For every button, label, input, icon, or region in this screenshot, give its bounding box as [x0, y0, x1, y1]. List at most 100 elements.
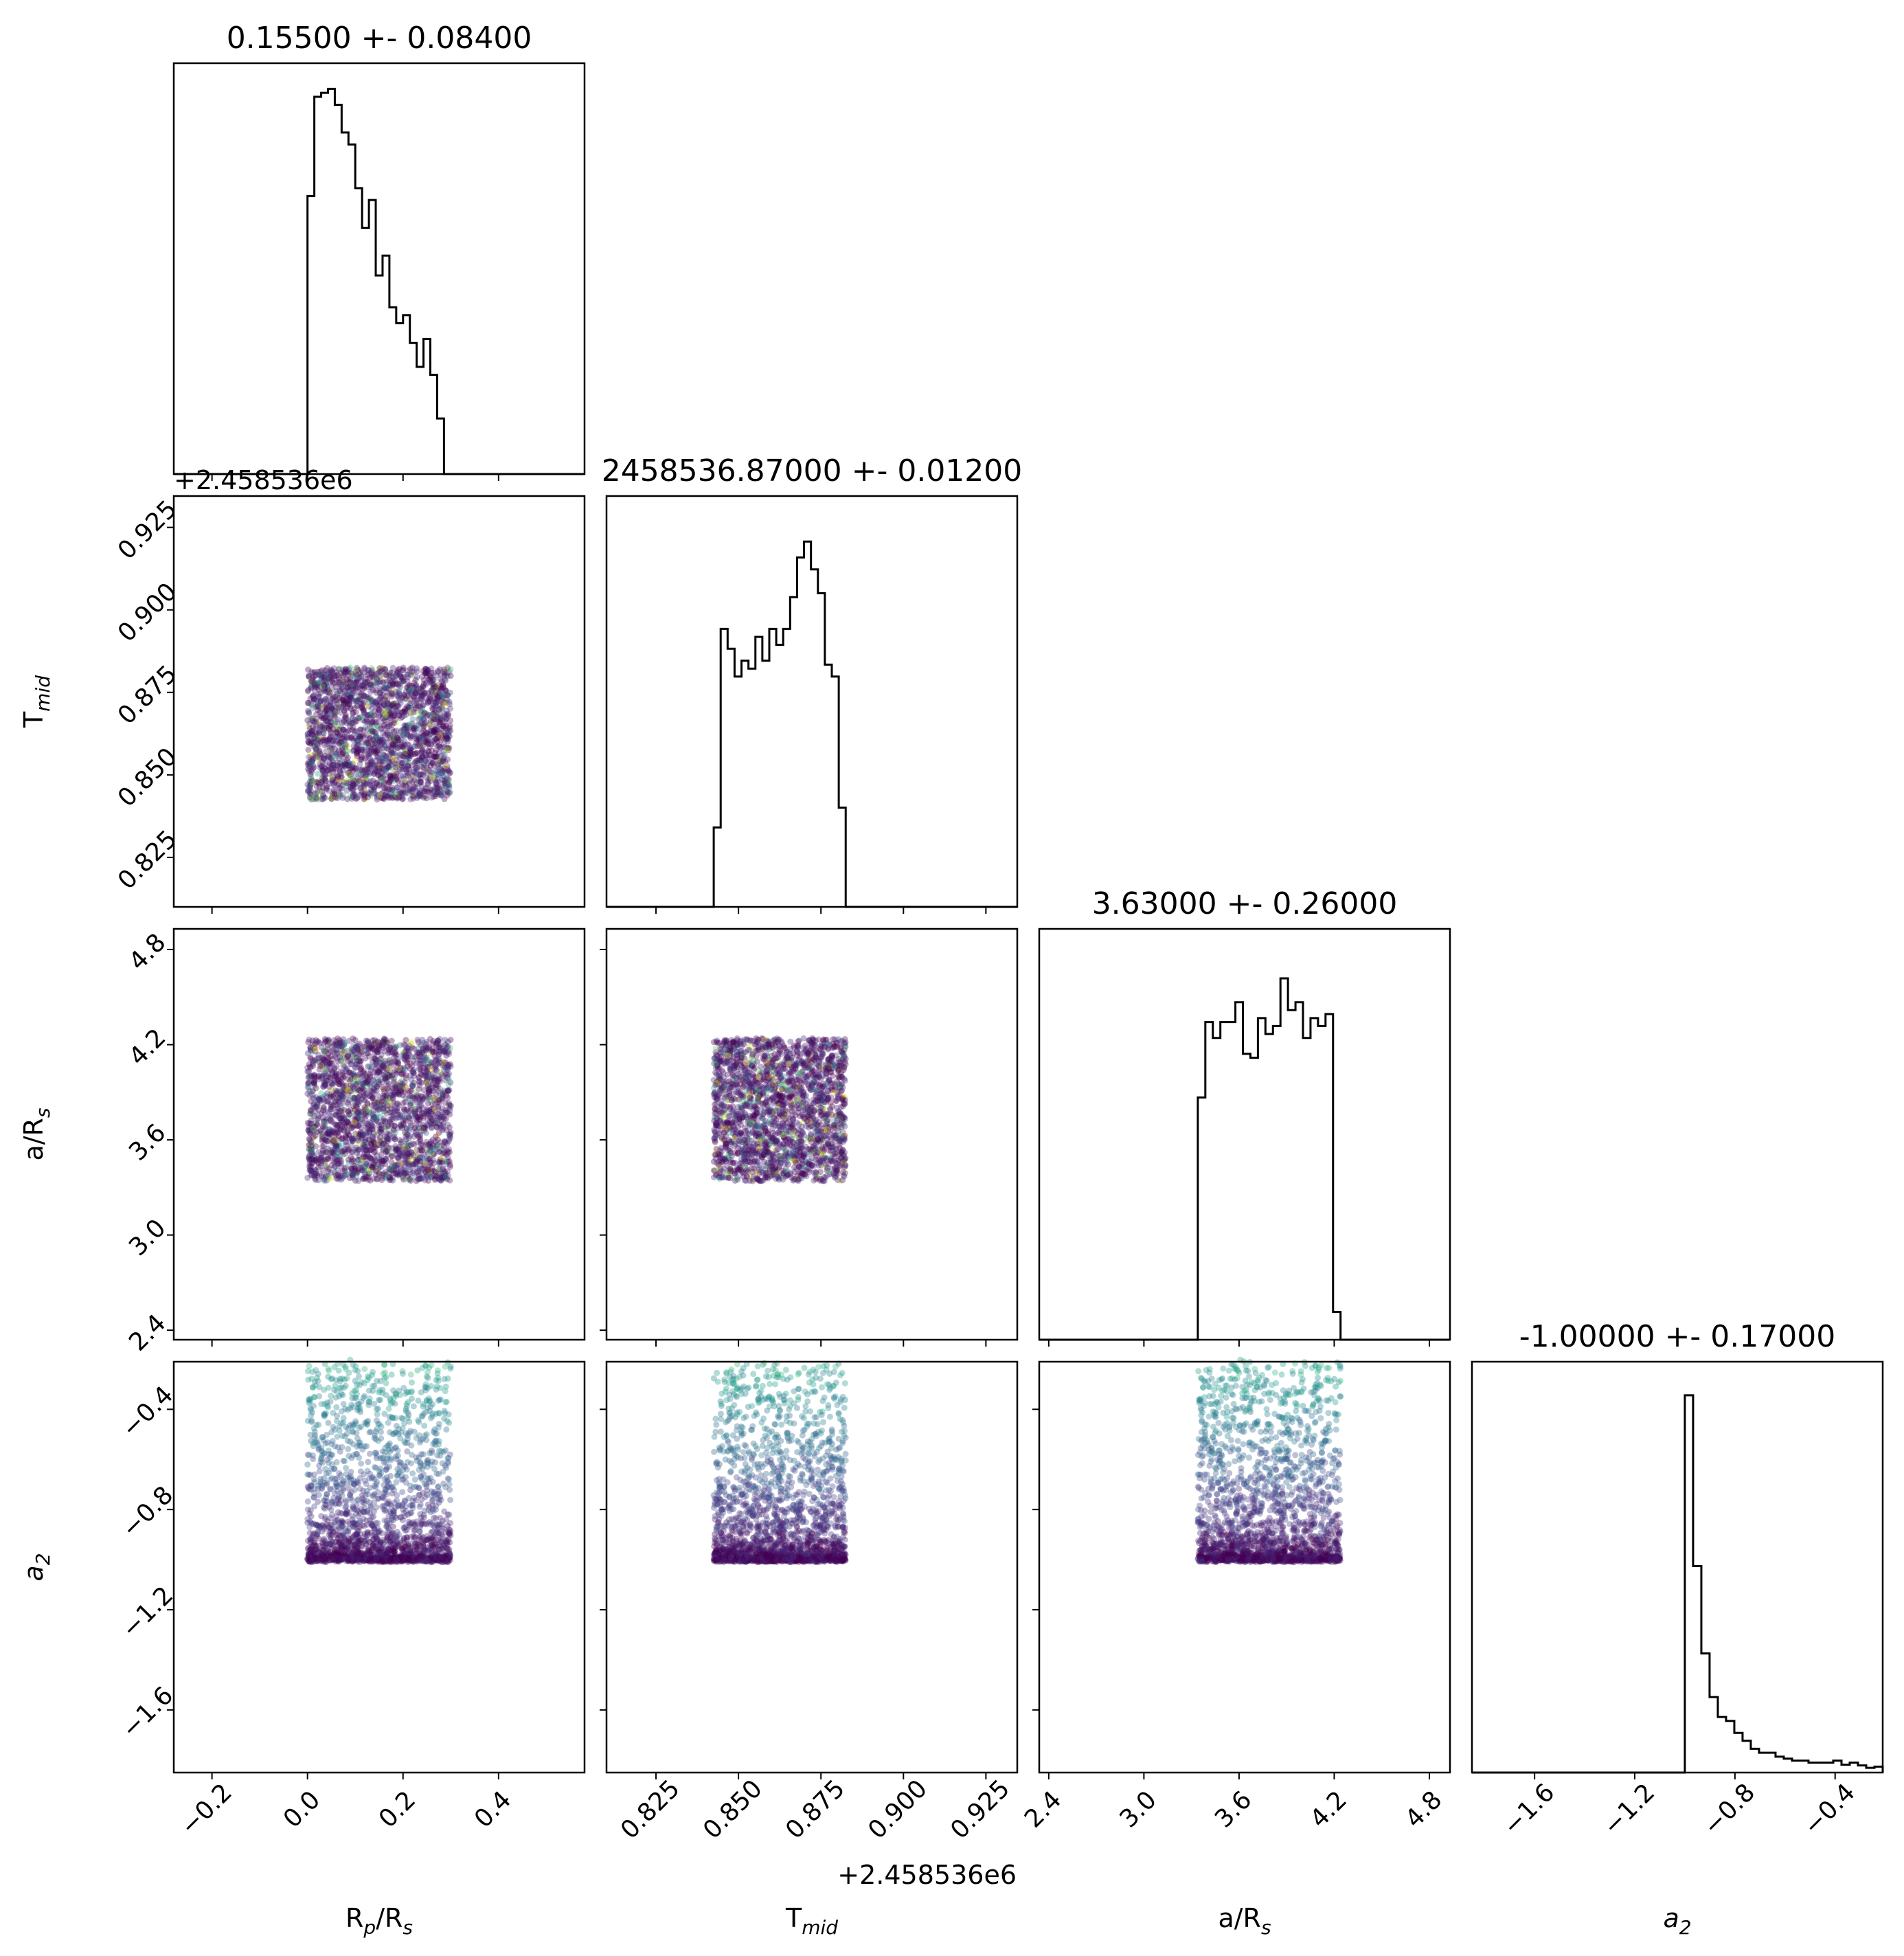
scatter-point [417, 1066, 424, 1072]
scatter-point [319, 793, 326, 799]
scatter-point [429, 774, 435, 781]
scatter-point [328, 1048, 335, 1055]
scatter-point [399, 732, 406, 739]
scatter-point [365, 1039, 372, 1046]
scatter-point [365, 744, 372, 751]
scatter-point [330, 679, 337, 686]
scatter-point [324, 1138, 331, 1145]
scatter-point [420, 1039, 427, 1046]
scatter-point [309, 1037, 316, 1044]
scatter-point [337, 676, 343, 683]
scatter-point [378, 687, 385, 694]
scatter-point [327, 1116, 334, 1123]
scatter-point [395, 694, 402, 701]
scatter-point [403, 711, 409, 718]
scatter-point [356, 733, 363, 740]
scatter-point [408, 1077, 415, 1083]
scatter-point [347, 1106, 354, 1113]
scatter-point [350, 688, 356, 695]
scatter-point [398, 756, 405, 763]
scatter-point [339, 1135, 346, 1141]
y-tick-label: 4.2 [124, 1024, 171, 1071]
scatter-point [334, 693, 341, 699]
scatter-point [345, 1131, 352, 1138]
scatter-point [418, 754, 425, 761]
scatter-point [372, 1157, 379, 1164]
scatter-point [334, 700, 340, 707]
scatter-point [407, 733, 413, 740]
scatter-point [310, 1058, 317, 1065]
scatter-point [420, 1127, 427, 1134]
scatter-point [363, 719, 370, 726]
scatter-point [413, 769, 420, 776]
scatter-point [355, 747, 362, 754]
scatter-point [445, 1075, 452, 1082]
scatter-point [347, 784, 354, 791]
scatter-point [372, 733, 379, 740]
scatter-point [340, 778, 347, 785]
scatter-point [339, 1059, 346, 1066]
scatter-point [338, 1108, 345, 1115]
scatter-point [374, 1057, 381, 1064]
scatter-point [359, 739, 365, 746]
scatter-point [400, 667, 406, 674]
scatter-point [369, 1092, 376, 1099]
scatter-point [396, 1087, 403, 1094]
panel-ars-tmid [600, 928, 1019, 1347]
scatter-point [339, 751, 346, 758]
scatter-point [335, 795, 341, 802]
scatter-point [313, 1097, 320, 1104]
scatter-point [367, 682, 374, 688]
scatter-point [400, 753, 406, 760]
corner-panels: 0.15500 +- 0.084000.8250.8500.8750.9000.… [19, 21, 1884, 1939]
scatter-point [318, 679, 325, 686]
scatter-point [386, 1066, 393, 1072]
scatter-point [410, 783, 417, 790]
scatter-point [370, 748, 377, 755]
scatter-point [410, 795, 417, 802]
scatter-point [374, 1068, 381, 1075]
scatter-point [381, 1118, 388, 1125]
y-tick-label: 0.900 [113, 578, 183, 648]
scatter-point [402, 779, 409, 786]
scatter-point [380, 1105, 387, 1112]
scatter-point [319, 758, 326, 765]
scatter-point [406, 687, 412, 694]
scatter-point [418, 763, 425, 770]
scatter-point [407, 1099, 414, 1106]
scatter-point [418, 1147, 425, 1154]
scatter-point [335, 774, 341, 780]
scatter-point [308, 685, 315, 692]
scatter-point [361, 755, 368, 762]
scatter-point [320, 734, 327, 741]
scatter-point [319, 1136, 326, 1143]
scatter-point [361, 1169, 368, 1176]
scatter-point [354, 795, 361, 802]
scatter-point [397, 1079, 404, 1086]
scatter-point [416, 743, 423, 750]
scatter-point [304, 1174, 311, 1181]
scatter-point [345, 759, 352, 766]
scatter-point [335, 734, 342, 741]
scatter-point [434, 1114, 441, 1120]
scatter-point [376, 712, 383, 719]
scatter-point [387, 1045, 394, 1052]
scatter-point [380, 737, 387, 743]
scatter-point [432, 684, 439, 690]
scatter-point [445, 710, 452, 717]
scatter-point [345, 727, 352, 734]
scatter-point [327, 744, 334, 751]
scatter-point [430, 702, 437, 709]
scatter-point [444, 691, 451, 698]
scatter-point [435, 762, 441, 769]
scatter-point [377, 690, 384, 697]
scatter-point [383, 1149, 389, 1156]
scatter-point [433, 1062, 440, 1069]
scatter-point [407, 1133, 413, 1139]
panel-frame [172, 62, 586, 475]
scatter-point [369, 1059, 376, 1065]
scatter-point [332, 1087, 339, 1094]
scatter-point [392, 1162, 399, 1169]
scatter-point [331, 791, 338, 798]
scatter-point [310, 1173, 317, 1179]
